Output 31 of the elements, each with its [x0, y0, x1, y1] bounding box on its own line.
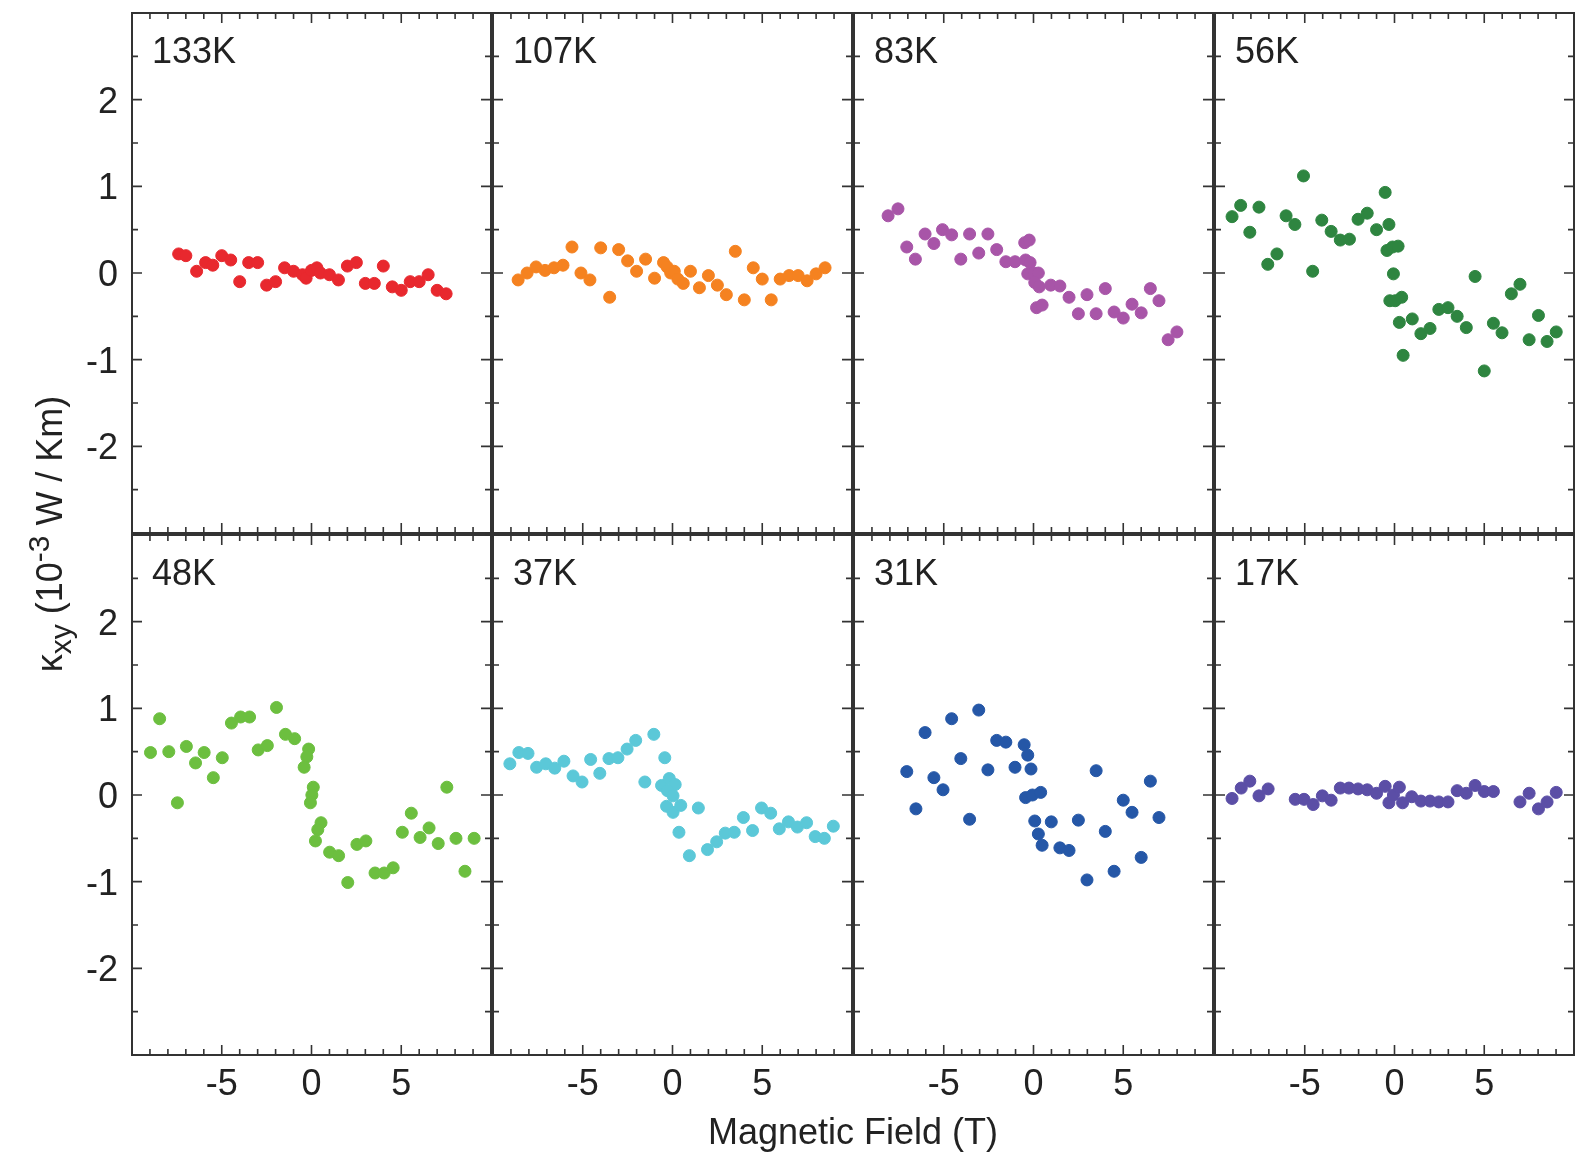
- x-tick-label: -5: [1288, 1061, 1321, 1103]
- y-tick-label: 2: [97, 601, 118, 643]
- text: 56K: [1235, 29, 1300, 71]
- x-tick-label: -5: [566, 1061, 599, 1103]
- x-tick-label: 5: [752, 1061, 773, 1103]
- x-tick-label: 0: [1023, 1061, 1044, 1103]
- text: 83K: [874, 29, 939, 71]
- text: 37K: [513, 551, 578, 593]
- x-tick-label: -5: [205, 1061, 238, 1103]
- x-tick-label: 5: [1474, 1061, 1495, 1103]
- y-tick-label: -2: [85, 426, 118, 468]
- y-tick-label: -2: [85, 948, 118, 990]
- text: 48K: [152, 551, 217, 593]
- y-tick-label: -1: [85, 339, 118, 381]
- text: 31K: [874, 551, 939, 593]
- x-tick-label: -5: [927, 1061, 960, 1103]
- text: 133K: [152, 29, 237, 71]
- x-axis-title: Magnetic Field (T): [707, 1111, 999, 1153]
- text: 17K: [1235, 551, 1300, 593]
- x-tick-label: 5: [1113, 1061, 1134, 1103]
- y-tick-label: 1: [97, 166, 118, 208]
- x-tick-label: 0: [301, 1061, 322, 1103]
- y-tick-label: 2: [97, 79, 118, 121]
- y-tick-label: 1: [97, 688, 118, 730]
- y-tick-label: -1: [85, 861, 118, 903]
- x-tick-label: 0: [662, 1061, 683, 1103]
- y-tick-label: 0: [97, 253, 118, 294]
- y-tick-label: 0: [97, 775, 118, 816]
- x-tick-label: 5: [391, 1061, 412, 1103]
- text: 107K: [513, 29, 598, 71]
- x-tick-label: 0: [1384, 1061, 1405, 1103]
